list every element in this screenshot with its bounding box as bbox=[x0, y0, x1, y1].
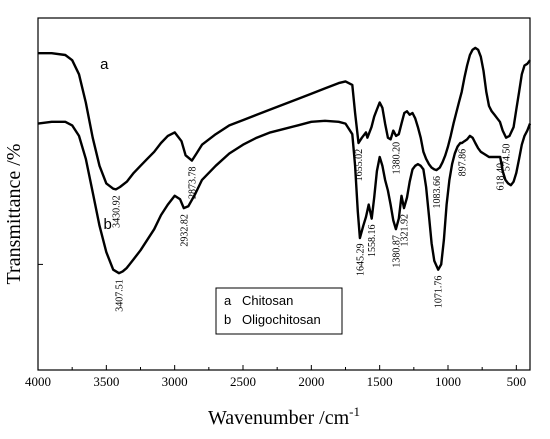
x-axis-ticks: 4000 3500 3000 2500 2000 1500 1000 500 bbox=[25, 365, 526, 389]
plot-border bbox=[37, 17, 531, 371]
peak-label: 1083.66 bbox=[432, 176, 443, 209]
peak-label: 1655.02 bbox=[354, 149, 365, 182]
peak-label: 618.40 bbox=[496, 163, 507, 191]
peak-annotations: 3430.92 2873.78 1655.02 1380.20 1083.66 574.5… bbox=[111, 142, 512, 312]
x-axis-title: Wavenumber /cm-1 bbox=[208, 404, 360, 429]
x-tick-label: 2500 bbox=[230, 374, 256, 389]
plot-frame bbox=[37, 17, 531, 371]
series-line-a bbox=[38, 46, 531, 191]
series-layer bbox=[37, 46, 532, 275]
peak-label: 2932.82 bbox=[179, 214, 190, 247]
legend-entry: Chitosan bbox=[242, 293, 293, 308]
peak-label: 1071.76 bbox=[434, 276, 445, 309]
x-tick-label: 500 bbox=[507, 374, 527, 389]
x-tick-label: 4000 bbox=[25, 374, 51, 389]
curve-label-a: a bbox=[100, 56, 109, 73]
x-axis-title-superscript: -1 bbox=[349, 404, 360, 419]
peak-label: 2873.78 bbox=[187, 167, 198, 200]
legend: a Chitosan b Oligochitosan bbox=[215, 287, 343, 335]
legend-box bbox=[215, 287, 343, 335]
peak-label: 1321.92 bbox=[400, 214, 411, 247]
y-axis-title: Transmittance /% bbox=[3, 144, 25, 285]
legend-entry: Oligochitosan bbox=[242, 312, 321, 327]
peak-label: 3407.51 bbox=[115, 279, 126, 312]
x-tick-label: 1000 bbox=[435, 374, 461, 389]
peak-label: 3430.92 bbox=[111, 195, 122, 228]
y-axis-ticks bbox=[38, 52, 43, 265]
x-tick-label: 3500 bbox=[93, 374, 119, 389]
x-tick-label: 2000 bbox=[298, 374, 324, 389]
peak-label: 1380.87 bbox=[391, 235, 402, 268]
x-tick-label: 1500 bbox=[367, 374, 393, 389]
peak-label: 1645.29 bbox=[355, 244, 366, 277]
curve-labels: ab bbox=[100, 56, 112, 233]
peak-label: 574.50 bbox=[502, 144, 513, 172]
series-line-b bbox=[37, 119, 532, 275]
curve-label-b: b bbox=[104, 216, 112, 233]
peak-label: 1380.20 bbox=[392, 142, 403, 175]
legend-key: a bbox=[224, 293, 232, 308]
peak-label: 1558.16 bbox=[367, 225, 378, 258]
x-tick-label: 3000 bbox=[162, 374, 188, 389]
peak-label: 897.86 bbox=[458, 149, 469, 177]
legend-key: b bbox=[224, 312, 231, 327]
